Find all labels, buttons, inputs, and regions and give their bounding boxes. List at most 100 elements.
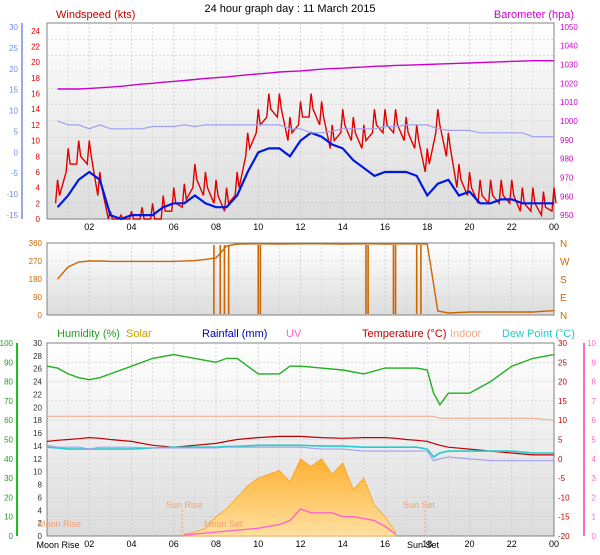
sun-rise-annotation: Sun Rise (166, 500, 203, 510)
legend-indoor: Indoor (450, 328, 482, 340)
legend-dewpoint: Dew Point (°C) (502, 328, 575, 340)
temp-y-tick: 20 (9, 65, 18, 74)
rain-y-tick: 22 (33, 390, 42, 399)
moon-rise-annotation: Moon Rise (38, 519, 81, 529)
humidity-y-tick: 80 (4, 378, 13, 387)
series-wind_max (54, 93, 557, 220)
wind-y-tick: 10 (31, 137, 40, 146)
wind-y-tick: 0 (36, 215, 41, 224)
humidity-y-tick: 10 (4, 513, 13, 522)
temp-right-tick: 25 (558, 358, 567, 367)
rain-y-tick: 30 (33, 339, 42, 348)
dir-compass-label: N (560, 311, 567, 322)
legend-solar: Solar (126, 328, 152, 340)
baro-y-tick: 1040 (560, 42, 578, 51)
rain-y-tick: 0 (38, 532, 43, 541)
legend-humidity: Humidity (%) (57, 328, 120, 340)
uv-y-tick: 5 (592, 436, 597, 445)
rain-y-tick: 6 (38, 493, 43, 502)
x-tick-label: 12 (295, 539, 305, 549)
baro-y-tick: 990 (560, 136, 574, 145)
baro-y-tick: 980 (560, 155, 574, 164)
temp-right-tick: 5 (558, 436, 563, 445)
temp-y-tick: 10 (9, 107, 18, 116)
x-tick-label: 18 (422, 222, 432, 232)
humidity-y-tick: 70 (4, 397, 13, 406)
temp-y-tick: 30 (9, 23, 18, 32)
x-tick-label: 16 (380, 222, 390, 232)
humidity-y-tick: 0 (9, 532, 14, 541)
wind-y-tick: 20 (31, 58, 40, 67)
wind-baro-panel: 02 04 06 08 10 12 14 16 18 20 22 000246810121416182… (6, 9, 578, 232)
x-tick-label: 10 (253, 222, 263, 232)
x-tick-label: 20 (464, 539, 474, 549)
humidity-y-tick: 40 (4, 455, 13, 464)
temp-right-tick: 15 (558, 397, 567, 406)
baro-y-tick: 1000 (560, 117, 578, 126)
baro-y-tick: 1020 (560, 79, 578, 88)
x-tick-label: 02 (84, 539, 94, 549)
sun-set-x-label: Sun Set (407, 540, 440, 550)
x-tick-label: 14 (338, 222, 348, 232)
wind-y-tick: 18 (31, 74, 40, 83)
temp-y-tick: 15 (9, 86, 18, 95)
temp-right-tick: -15 (558, 513, 570, 522)
series-temperature (46, 435, 554, 456)
uv-y-tick: 6 (592, 416, 597, 425)
temp-right-tick: 30 (558, 339, 567, 348)
x-tick-label: 08 (211, 539, 221, 549)
wind-y-tick: 22 (31, 43, 40, 52)
baro-y-tick: 970 (560, 174, 574, 183)
temp-y-tick: -10 (6, 190, 18, 199)
humidity-y-tick: 90 (4, 358, 13, 367)
temp-right-tick: 0 (558, 455, 563, 464)
wind-y-tick: 6 (36, 168, 41, 177)
rain-y-tick: 10 (33, 468, 42, 477)
series-temp_purple (46, 444, 554, 462)
dir-compass-label: S (560, 275, 567, 286)
temp-y-tick: -15 (6, 211, 18, 220)
windspeed-axis-label: Windspeed (kts) (56, 9, 135, 21)
x-tick-label: 16 (380, 539, 390, 549)
x-tick-label: 12 (295, 222, 305, 232)
dir-compass-label: N (560, 239, 567, 250)
series-temp_scale (57, 120, 554, 138)
x-tick-label: 18 (422, 539, 432, 549)
wind-baro-axes: 02 04 06 08 10 12 14 16 18 20 22 000246810121416182… (6, 23, 578, 232)
x-tick-label: 22 (507, 222, 517, 232)
uv-y-tick: 3 (592, 474, 597, 483)
baro-y-tick: 1050 (560, 23, 578, 32)
multi-panel: 02 04 06 08 10 12 14 16 18 20 22 000102030405060708… (0, 328, 597, 550)
multi-legend: Humidity (%) Solar Rainfall (mm) UV Temp… (57, 328, 575, 340)
page-title: 24 hour graph day : 11 March 2015 (204, 3, 375, 15)
baro-y-tick: 960 (560, 192, 574, 201)
legend-temperature: Temperature (°C) (362, 328, 446, 340)
uv-y-tick: 7 (592, 397, 597, 406)
x-tick-label: 06 (169, 539, 179, 549)
uv-y-tick: 2 (592, 493, 597, 502)
temp-right-tick: -10 (558, 493, 570, 502)
uv-y-tick: 10 (587, 339, 596, 348)
uv-y-tick: 8 (592, 378, 597, 387)
rain-y-tick: 24 (33, 378, 42, 387)
rain-y-tick: 4 (38, 506, 43, 515)
rain-y-tick: 18 (33, 416, 42, 425)
temp-y-tick: -5 (11, 169, 19, 178)
series-direction (57, 243, 555, 314)
moon-rise-x-label: Moon Rise (36, 540, 79, 550)
wind-baro-series (54, 60, 557, 221)
temp-y-tick: 5 (14, 127, 19, 136)
dir-y-tick: 0 (38, 311, 43, 320)
wind-y-tick: 8 (36, 152, 41, 161)
x-tick-label: 22 (507, 539, 517, 549)
rain-y-tick: 28 (33, 352, 42, 361)
x-tick-label: 06 (169, 222, 179, 232)
wind-y-tick: 12 (31, 121, 40, 130)
baro-y-tick: 1010 (560, 98, 578, 107)
uv-y-tick: 4 (592, 455, 597, 464)
series-humidity (46, 353, 555, 407)
x-tick-label: 20 (464, 222, 474, 232)
humidity-y-tick: 20 (4, 493, 13, 502)
rain-y-tick: 20 (33, 403, 42, 412)
uv-y-tick: 1 (592, 513, 597, 522)
